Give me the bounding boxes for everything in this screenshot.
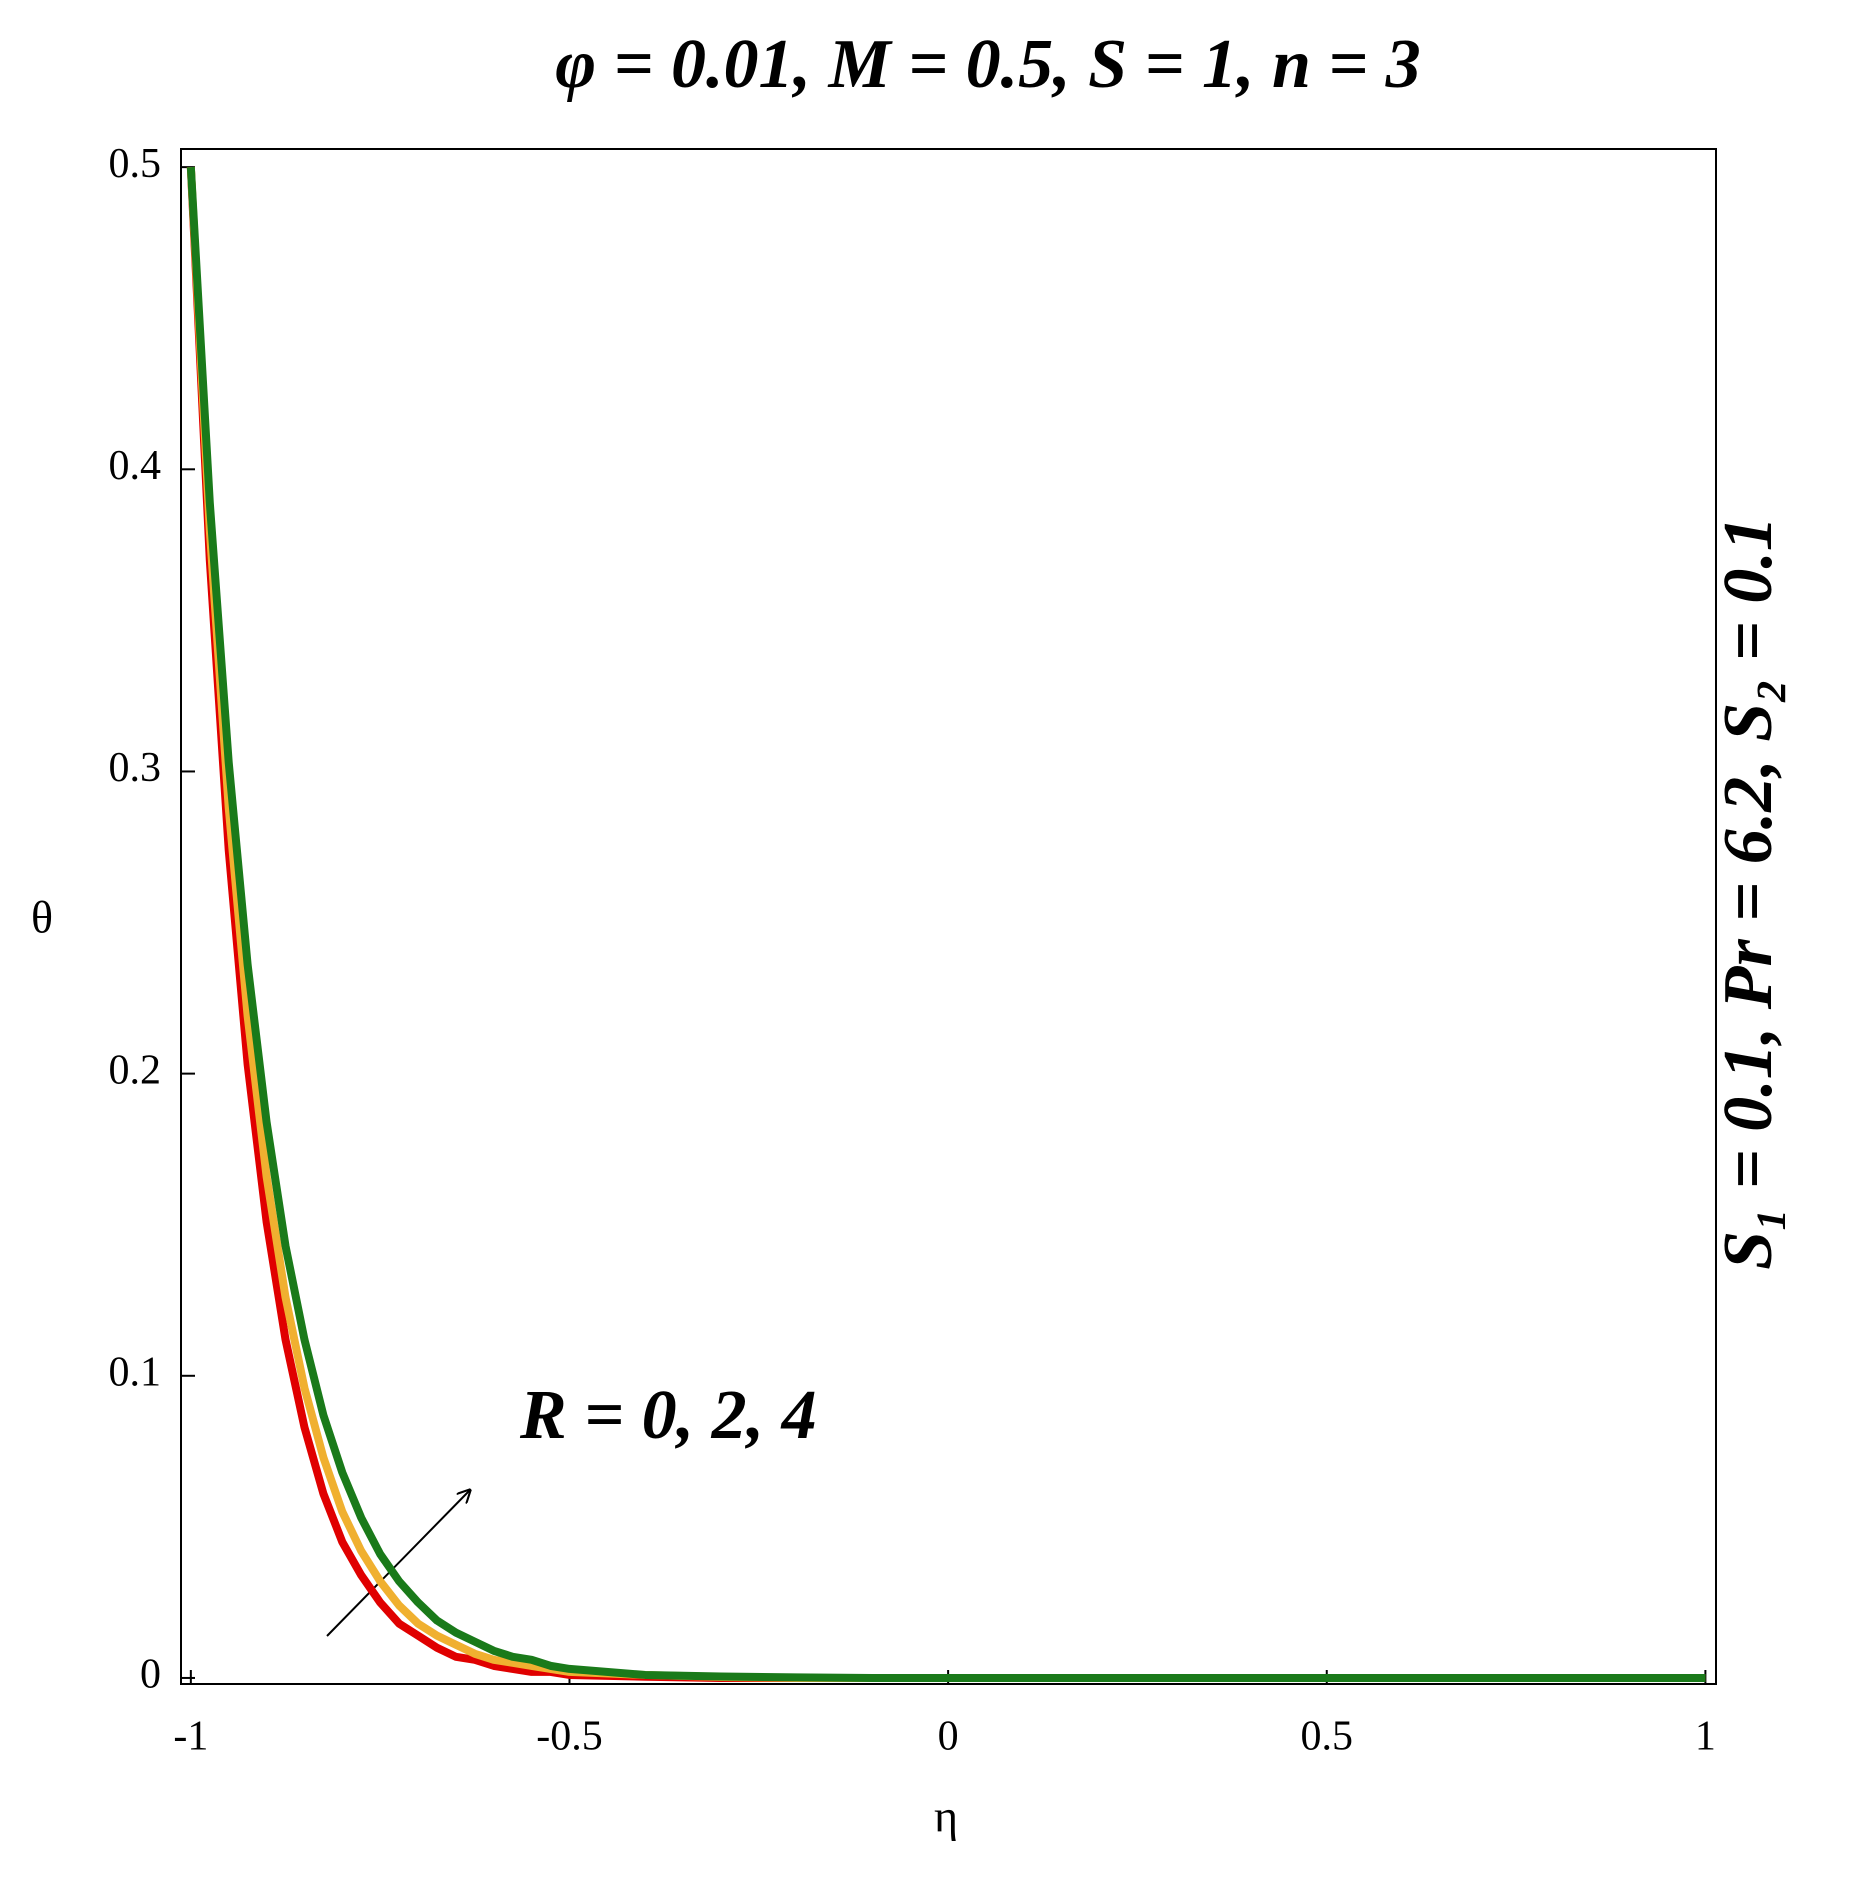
x-axis-label: η <box>934 1791 958 1842</box>
x-tick-label: 0 <box>938 1714 959 1760</box>
x-tick-label: -0.5 <box>536 1714 603 1760</box>
annotation: R = 0, 2, 4 <box>519 1377 817 1454</box>
line-series <box>186 166 1706 1682</box>
y-tick-label: 0 <box>140 1652 161 1698</box>
x-tick-label: 0.5 <box>1301 1714 1354 1760</box>
y-axis-label: θ <box>31 892 53 943</box>
y-tick-label: 0.4 <box>109 443 162 489</box>
line-series <box>186 166 1706 1682</box>
side-label: S₁ = 0.1, Pr = 6.2, S₂ = 0.1 <box>1710 516 1787 1270</box>
line-series <box>186 166 1706 1682</box>
y-tick-label: 0.1 <box>109 1349 162 1395</box>
x-tick-label: -1 <box>173 1714 208 1760</box>
chart-title: φ = 0.01, M = 0.5, S = 1, n = 3 <box>555 26 1421 103</box>
y-tick-label: 0.2 <box>109 1047 162 1093</box>
annotation-arrow <box>326 1490 470 1637</box>
y-tick-label: 0.3 <box>109 745 162 791</box>
y-tick-label: 0.5 <box>109 141 162 187</box>
x-tick-label: 1 <box>1695 1714 1716 1760</box>
plot-frame <box>180 148 1717 1685</box>
